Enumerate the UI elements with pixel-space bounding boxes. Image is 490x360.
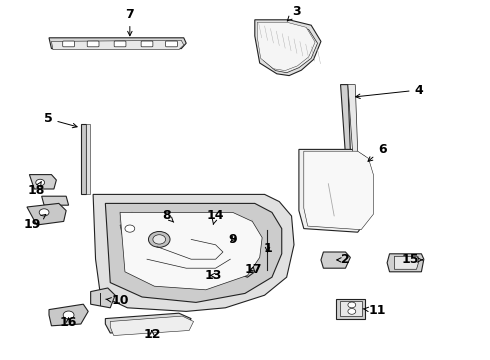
Text: 3: 3 <box>287 5 301 21</box>
Polygon shape <box>194 268 218 283</box>
Polygon shape <box>341 85 350 155</box>
Circle shape <box>39 209 49 216</box>
Polygon shape <box>120 225 206 255</box>
Text: 17: 17 <box>244 263 262 276</box>
Polygon shape <box>110 316 194 336</box>
Text: 16: 16 <box>60 316 77 329</box>
Polygon shape <box>49 38 186 49</box>
Text: 13: 13 <box>204 269 222 282</box>
Text: 19: 19 <box>23 215 46 231</box>
Polygon shape <box>29 175 56 189</box>
Text: 1: 1 <box>263 242 272 255</box>
Polygon shape <box>86 124 90 194</box>
Text: 7: 7 <box>125 8 134 36</box>
Text: 12: 12 <box>143 328 161 341</box>
Polygon shape <box>42 196 69 205</box>
Polygon shape <box>304 151 373 230</box>
Circle shape <box>148 231 170 247</box>
Polygon shape <box>105 313 191 333</box>
Polygon shape <box>91 288 115 308</box>
Circle shape <box>153 235 166 244</box>
Polygon shape <box>27 203 66 225</box>
Polygon shape <box>394 256 419 269</box>
Polygon shape <box>105 203 282 302</box>
FancyBboxPatch shape <box>141 41 153 47</box>
Polygon shape <box>321 252 350 268</box>
Polygon shape <box>340 301 362 316</box>
Text: 5: 5 <box>44 112 77 128</box>
Polygon shape <box>257 22 315 71</box>
Polygon shape <box>255 20 321 76</box>
Polygon shape <box>120 212 262 290</box>
Text: 4: 4 <box>356 84 423 99</box>
Text: 9: 9 <box>228 233 237 246</box>
Circle shape <box>63 311 74 319</box>
Polygon shape <box>336 299 365 319</box>
Polygon shape <box>299 149 370 232</box>
Circle shape <box>348 302 356 308</box>
Text: 6: 6 <box>368 143 387 161</box>
Polygon shape <box>110 221 213 257</box>
Polygon shape <box>223 238 243 250</box>
Circle shape <box>125 225 135 232</box>
Polygon shape <box>115 207 277 299</box>
Polygon shape <box>348 85 358 155</box>
Polygon shape <box>93 194 294 311</box>
Text: 14: 14 <box>207 209 224 225</box>
Text: 15: 15 <box>402 253 422 266</box>
FancyBboxPatch shape <box>166 41 177 47</box>
Polygon shape <box>49 304 88 326</box>
Text: 10: 10 <box>106 294 129 307</box>
FancyBboxPatch shape <box>87 41 99 47</box>
Circle shape <box>36 179 45 186</box>
Text: 11: 11 <box>363 304 386 317</box>
Polygon shape <box>387 254 424 272</box>
Text: 8: 8 <box>162 209 174 222</box>
Polygon shape <box>238 265 255 277</box>
FancyBboxPatch shape <box>114 41 126 47</box>
Polygon shape <box>81 124 86 194</box>
Text: 2: 2 <box>337 253 350 266</box>
Text: 18: 18 <box>27 181 45 197</box>
Polygon shape <box>51 40 184 50</box>
Polygon shape <box>262 24 318 73</box>
Circle shape <box>348 309 356 314</box>
FancyBboxPatch shape <box>63 41 74 47</box>
